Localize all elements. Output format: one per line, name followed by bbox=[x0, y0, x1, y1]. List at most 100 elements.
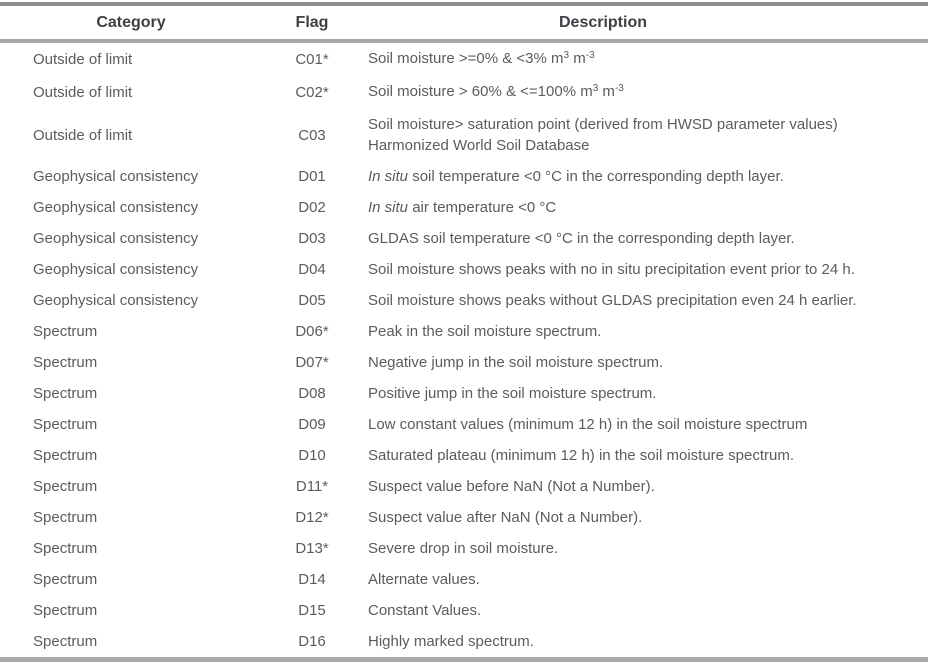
description-segment: Soil moisture >=0% & <3% m bbox=[368, 50, 564, 67]
description-cell: Soil moisture > 60% & <=100% m3 m-3 bbox=[362, 76, 928, 109]
description-segment: -3 bbox=[614, 83, 624, 94]
description-segment: m bbox=[569, 50, 586, 67]
description-cell: Low constant values (minimum 12 h) in th… bbox=[362, 409, 928, 440]
category-cell: Spectrum bbox=[33, 416, 98, 433]
table-row: Geophysical consistency D01 In situ soil t… bbox=[0, 161, 928, 192]
description-cell: Positive jump in the soil moisture spect… bbox=[362, 378, 928, 409]
description-cell: In situ air temperature <0 °C bbox=[362, 192, 928, 223]
description-segment: Peak in the soil moisture spectrum. bbox=[368, 323, 602, 340]
table-row: Spectrum D08 Positive jump in the soil moi… bbox=[0, 378, 928, 409]
category-cell: Spectrum bbox=[33, 571, 98, 588]
description-cell: GLDAS soil temperature <0 °C in the corr… bbox=[362, 223, 928, 254]
table-row: Spectrum D15 Constant Values. bbox=[0, 595, 928, 626]
flag-cell: D05 bbox=[298, 292, 326, 309]
description-cell: Soil moisture shows peaks with no in sit… bbox=[362, 254, 928, 285]
flag-cell: D14 bbox=[298, 571, 326, 588]
description-segment: Alternate values. bbox=[368, 571, 480, 588]
description-segment: -3 bbox=[585, 50, 595, 61]
description-segment: Constant Values. bbox=[368, 602, 482, 619]
table-row: Spectrum D10 Saturated plateau (minimum 12… bbox=[0, 440, 928, 471]
table-row: Spectrum D12* Suspect value after NaN (Not… bbox=[0, 502, 928, 533]
description-segment: Soil moisture> saturation point (derived… bbox=[368, 116, 838, 133]
description-cell: Saturated plateau (minimum 12 h) in the … bbox=[362, 440, 928, 471]
description-segment: Soil moisture shows peaks without GLDAS … bbox=[368, 292, 857, 309]
description-segment: Suspect value after NaN (Not a Number). bbox=[368, 509, 643, 526]
flag-cell: C03 bbox=[298, 126, 326, 144]
flag-cell: D12* bbox=[295, 509, 329, 526]
description-segment: Severe drop in soil moisture. bbox=[368, 540, 559, 557]
flag-cell: D13* bbox=[295, 540, 329, 557]
description-cell: Negative jump in the soil moisture spect… bbox=[362, 347, 928, 378]
table-row: Spectrum D16 Highly marked spectrum. bbox=[0, 626, 928, 660]
description-cell: Constant Values. bbox=[362, 595, 928, 626]
table-header: Category Flag Description bbox=[0, 4, 928, 41]
description-segment: Highly marked spectrum. bbox=[368, 633, 534, 650]
flag-cell: C02* bbox=[295, 84, 329, 101]
category-cell: Spectrum bbox=[33, 354, 98, 371]
description-cell: Severe drop in soil moisture. bbox=[362, 533, 928, 564]
flag-cell: D09 bbox=[298, 416, 326, 433]
description-segment: Saturated plateau (minimum 12 h) in the … bbox=[368, 447, 795, 464]
description-cell: Peak in the soil moisture spectrum. bbox=[362, 316, 928, 347]
description-cell: Alternate values. bbox=[362, 564, 928, 595]
table-row: Spectrum D14 Alternate values. bbox=[0, 564, 928, 595]
flag-cell: C01* bbox=[295, 51, 329, 68]
category-cell: Spectrum bbox=[33, 602, 98, 619]
table-row: Spectrum D11* Suspect value before NaN (No… bbox=[0, 471, 928, 502]
description-cell: Suspect value after NaN (Not a Number). bbox=[362, 502, 928, 533]
flag-cell: D08 bbox=[298, 385, 326, 402]
description-cell: Suspect value before NaN (Not a Number). bbox=[362, 471, 928, 502]
table-row: Outside of limit C02* Soil moisture > 60% … bbox=[0, 76, 928, 109]
description-segment: In situ bbox=[368, 199, 409, 216]
header-category: Category bbox=[96, 14, 166, 31]
category-cell: Geophysical consistency bbox=[33, 199, 199, 216]
category-cell: Geophysical consistency bbox=[33, 230, 199, 247]
description-segment: Soil moisture shows peaks with no in sit… bbox=[368, 261, 855, 278]
header-flag: Flag bbox=[295, 14, 329, 31]
description-segment: soil temperature <0 °C in the correspond… bbox=[408, 168, 784, 185]
description-segment: Suspect value before NaN (Not a Number). bbox=[368, 478, 655, 495]
table-row: Outside of limit C01* Soil moisture >=0% &… bbox=[0, 41, 928, 76]
category-cell: Geophysical consistency bbox=[33, 168, 199, 185]
flag-cell: D11* bbox=[295, 478, 329, 495]
category-cell: Spectrum bbox=[33, 633, 98, 650]
category-cell: Outside of limit bbox=[33, 51, 133, 68]
table-row: Spectrum D09 Low constant values (minimum … bbox=[0, 409, 928, 440]
category-cell: Outside of limit bbox=[33, 126, 133, 144]
flag-cell: D01 bbox=[298, 168, 326, 185]
table-row: Geophysical consistency D03 GLDAS soil tem… bbox=[0, 223, 928, 254]
description-segment: GLDAS soil temperature <0 °C in the corr… bbox=[368, 230, 795, 247]
category-cell: Geophysical consistency bbox=[33, 292, 199, 309]
category-cell: Spectrum bbox=[33, 509, 98, 526]
description-cell: Soil moisture >=0% & <3% m3 m-3 bbox=[362, 41, 928, 76]
description-segment: Soil moisture > 60% & <=100% m bbox=[368, 83, 593, 100]
flag-cell: D04 bbox=[298, 261, 326, 278]
description-segment: Low constant values (minimum 12 h) in th… bbox=[368, 416, 808, 433]
description-segment: air temperature <0 °C bbox=[408, 199, 557, 216]
category-cell: Spectrum bbox=[33, 478, 98, 495]
description-cell: In situ soil temperature <0 °C in the co… bbox=[362, 161, 928, 192]
description-segment: m bbox=[598, 83, 615, 100]
flag-cell: D02 bbox=[298, 199, 326, 216]
category-cell: Spectrum bbox=[33, 385, 98, 402]
flag-cell: D10 bbox=[298, 447, 326, 464]
description-segment: Negative jump in the soil moisture spect… bbox=[368, 354, 664, 371]
table-row: Geophysical consistency D05 Soil moisture … bbox=[0, 285, 928, 316]
flag-cell: D15 bbox=[298, 602, 326, 619]
description-cell: Soil moisture> saturation point (derived… bbox=[362, 109, 928, 161]
description-segment: Harmonized World Soil Database bbox=[368, 137, 590, 154]
category-cell: Geophysical consistency bbox=[33, 261, 199, 278]
flag-cell: D16 bbox=[298, 633, 326, 650]
category-cell: Spectrum bbox=[33, 540, 98, 557]
flag-cell: D06* bbox=[295, 323, 329, 340]
table-row: Spectrum D07* Negative jump in the soil mo… bbox=[0, 347, 928, 378]
table-row: Spectrum D13* Severe drop in soil moisture… bbox=[0, 533, 928, 564]
table-row: Outside of limit C03 Soil moisture> satura… bbox=[0, 109, 928, 161]
description-segment: In situ bbox=[368, 168, 409, 185]
category-cell: Outside of limit bbox=[33, 84, 133, 101]
description-segment: Positive jump in the soil moisture spect… bbox=[368, 385, 657, 402]
description-cell: Soil moisture shows peaks without GLDAS … bbox=[362, 285, 928, 316]
category-cell: Spectrum bbox=[33, 447, 98, 464]
